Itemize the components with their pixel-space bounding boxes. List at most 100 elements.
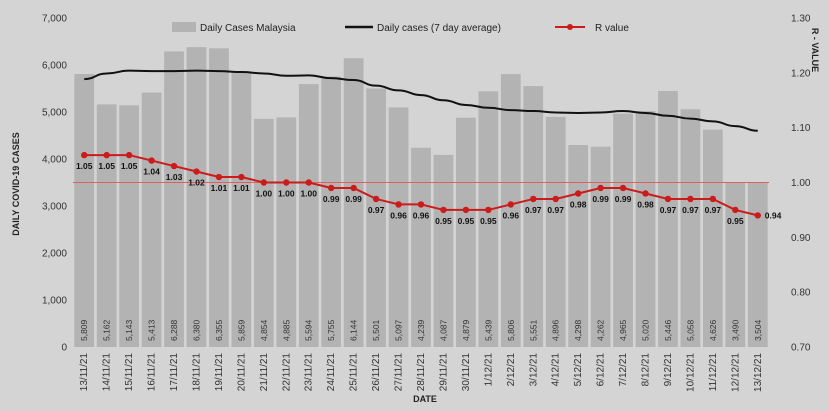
bar xyxy=(119,105,140,348)
bar-value-label: 4,965 xyxy=(618,319,628,341)
bar xyxy=(613,113,633,348)
r-value-label: 0.95 xyxy=(480,216,497,226)
bar xyxy=(209,48,229,347)
r-point xyxy=(305,179,312,186)
y-tick-label: 1,000 xyxy=(42,296,67,307)
bar-value-labels: 5,809 5,162 5,143 5,413 6,288 6,380 6,355 5,859… xyxy=(79,319,763,341)
bar-value-label: 5,413 xyxy=(147,319,157,341)
bar-value-label: 5,755 xyxy=(326,319,336,341)
r-value-label: 1.05 xyxy=(121,161,138,171)
r-value-label: 0.95 xyxy=(458,216,475,226)
x-tick-label: 10/12/21 xyxy=(685,353,696,392)
bar xyxy=(141,92,162,348)
y-axis-title: DAILY COVID-19 CASES xyxy=(11,132,21,236)
r-value-label: 1.00 xyxy=(256,189,273,199)
r-value-label: 0.98 xyxy=(637,199,654,209)
bar xyxy=(96,104,117,347)
r-value-label: 0.97 xyxy=(682,205,699,215)
x-tick-label: 4/12/21 xyxy=(551,353,562,387)
x-tick-label: 6/12/21 xyxy=(596,353,607,387)
r-point xyxy=(395,201,402,208)
r-value-label: 0.97 xyxy=(525,205,542,215)
bar-value-label: 5,058 xyxy=(685,319,695,341)
x-tick-label: 13/12/21 xyxy=(753,353,764,392)
bar xyxy=(366,88,386,347)
x-tick-label: 17/11/21 xyxy=(169,353,180,392)
y2-tick-label: 0.90 xyxy=(791,233,811,244)
legend-label-average: Daily cases (7 day average) xyxy=(377,23,501,34)
x-tick-label: 1/12/21 xyxy=(483,353,494,387)
x-tick-label: 29/11/21 xyxy=(438,353,449,392)
r-point xyxy=(372,195,380,203)
bar-value-label: 3,504 xyxy=(753,319,763,341)
bar-value-label: 5,859 xyxy=(236,319,246,341)
bar xyxy=(164,51,184,348)
x-axis-title: DATE xyxy=(413,394,437,404)
bar-value-label: 4,879 xyxy=(461,319,471,341)
r-value-labels: 1.05 1.05 1.05 1.04 1.03 1.02 1.01 1.01 1.00 1.00… xyxy=(76,161,782,226)
r-value-label: 1.00 xyxy=(300,189,317,199)
r-point xyxy=(462,206,470,214)
r-value-label: 0.99 xyxy=(345,194,362,204)
x-tick-label: 21/11/21 xyxy=(259,353,270,392)
bar-value-label: 4,087 xyxy=(438,319,448,341)
bar xyxy=(747,182,768,347)
x-tick-label: 22/11/21 xyxy=(281,353,292,392)
bar xyxy=(478,91,499,347)
bar xyxy=(433,154,454,347)
bar-value-label: 5,806 xyxy=(506,319,516,341)
r-value-label: 1.02 xyxy=(188,178,205,188)
y2-tick-label: 1.30 xyxy=(791,14,811,25)
x-tick-label: 28/11/21 xyxy=(416,353,427,392)
r-point xyxy=(440,206,447,214)
r-point xyxy=(103,151,110,159)
bar xyxy=(343,58,364,348)
x-tick-label: 24/11/21 xyxy=(326,353,337,392)
r-point xyxy=(148,157,155,164)
bar-value-label: 5,143 xyxy=(124,319,134,341)
x-tick-label: 16/11/21 xyxy=(147,353,158,392)
r-point xyxy=(754,212,761,219)
legend-marker-r-value xyxy=(567,24,573,30)
x-tick-label: 30/11/21 xyxy=(461,353,472,392)
r-point xyxy=(238,173,245,181)
r-points xyxy=(81,151,761,219)
y-tick-label: 3,000 xyxy=(42,202,67,213)
bar xyxy=(321,76,342,347)
r-point xyxy=(530,195,537,203)
bar-value-label: 4,854 xyxy=(259,319,269,341)
bar-value-label: 4,239 xyxy=(416,319,426,341)
x-tick-label: 2/12/21 xyxy=(506,353,517,387)
r-point xyxy=(664,195,672,203)
r-value-label: 0.97 xyxy=(660,205,677,215)
r-point xyxy=(597,184,604,192)
r-value-label: 0.97 xyxy=(368,205,385,215)
bar xyxy=(186,47,207,347)
r-point xyxy=(327,184,335,192)
r-point xyxy=(709,195,717,203)
r-point xyxy=(417,201,425,208)
bar xyxy=(568,144,589,347)
r-value-label: 0.99 xyxy=(323,194,340,204)
r-value-label: 0.96 xyxy=(413,210,430,220)
r-point xyxy=(170,162,178,170)
r-point xyxy=(507,201,515,208)
r-point xyxy=(260,179,268,186)
y2-axis-ticks: 0.70 0.80 0.90 1.00 1.10 1.20 1.30 xyxy=(791,14,811,354)
bar xyxy=(276,117,297,347)
x-tick-label: 9/12/21 xyxy=(663,353,674,387)
bar-value-label: 5,097 xyxy=(394,319,404,341)
bar xyxy=(725,182,746,347)
x-axis-ticks: 13/11/21 14/11/21 15/11/21 16/11/21 17/11/21… xyxy=(79,353,764,392)
bar-value-label: 5,020 xyxy=(641,319,651,341)
bar-value-label: 4,298 xyxy=(573,319,583,341)
r-value-label: 0.97 xyxy=(547,205,564,215)
bar xyxy=(411,147,431,347)
y-tick-label: 6,000 xyxy=(42,61,67,72)
bar xyxy=(74,73,95,348)
bar-value-label: 4,626 xyxy=(708,319,718,341)
r-point xyxy=(81,151,88,159)
x-tick-label: 25/11/21 xyxy=(349,353,360,392)
bar-value-label: 4,262 xyxy=(596,319,606,341)
r-value-label: 0.95 xyxy=(727,216,744,226)
